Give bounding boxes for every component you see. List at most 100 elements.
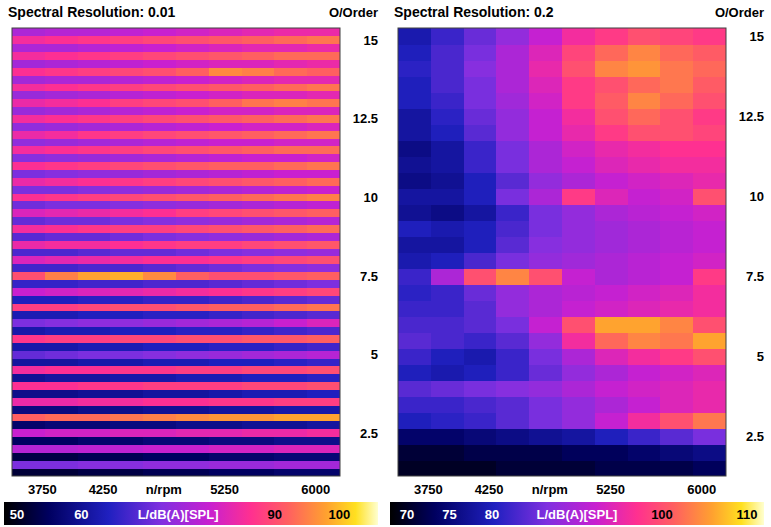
heatmap-cell (242, 224, 275, 232)
heatmap-cell (562, 140, 595, 157)
heatmap-cell (628, 204, 661, 221)
heatmap-cell (307, 358, 340, 366)
heatmap-cell (176, 390, 209, 398)
heatmap-cell (398, 28, 431, 45)
heatmap-cell (274, 169, 307, 177)
heatmap-cell (660, 220, 693, 237)
heatmap-cell (307, 327, 340, 335)
heatmap-cell (307, 52, 340, 60)
heatmap-cell (529, 172, 562, 189)
heatmap-cell (242, 240, 275, 248)
heatmap-cell (693, 236, 726, 253)
heatmap-cell (431, 460, 464, 476)
heatmap-cell (12, 36, 45, 44)
heatmap-cell (274, 59, 307, 67)
heatmap-cell (464, 156, 497, 173)
heatmap-cell (431, 380, 464, 397)
heatmap-cell (176, 59, 209, 67)
heatmap-cell (176, 429, 209, 437)
heatmap-cell (176, 67, 209, 75)
heatmap-cell (595, 204, 628, 221)
heatmap-cell (110, 374, 143, 382)
heatmap-cell (529, 380, 562, 397)
heatmap-cell (209, 240, 242, 248)
heatmap-cell (274, 67, 307, 75)
heatmap-cell (307, 413, 340, 421)
heatmap-cell (143, 130, 176, 138)
heatmap-cell (176, 44, 209, 52)
heatmap-cell (242, 248, 275, 256)
heatmap-cell (307, 295, 340, 303)
heatmap-cell (143, 366, 176, 374)
heatmap-cell (143, 240, 176, 248)
heatmap-cell (431, 204, 464, 221)
heatmap-cell (242, 201, 275, 209)
colorbar-tick-label: 70 (400, 507, 414, 522)
heatmap-cell (398, 188, 431, 205)
heatmap-cell (78, 256, 111, 264)
heatmap-cell (628, 60, 661, 77)
heatmap-cell (464, 252, 497, 269)
heatmap-cell (274, 468, 307, 476)
heatmap-cell (660, 92, 693, 109)
heatmap-cell (242, 445, 275, 453)
heatmap-cell (176, 217, 209, 225)
y-tick-label: 10 (364, 190, 378, 205)
heatmap-cell (274, 280, 307, 288)
heatmap-cell (143, 209, 176, 217)
heatmap-cell (12, 177, 45, 185)
heatmap-cell (143, 99, 176, 107)
heatmap-cell (242, 256, 275, 264)
heatmap-cell (242, 405, 275, 413)
heatmap-cell (209, 287, 242, 295)
heatmap-cell (595, 300, 628, 317)
heatmap-cell (209, 138, 242, 146)
heatmap-cell (431, 332, 464, 349)
heatmap-cell (45, 421, 78, 429)
heatmap-cell (693, 172, 726, 189)
heatmap-cell (176, 224, 209, 232)
heatmap-cell (110, 107, 143, 115)
heatmap-cell (12, 303, 45, 311)
heatmap-cell (274, 437, 307, 445)
heatmap-cell (110, 138, 143, 146)
heatmap-cell (209, 327, 242, 335)
heatmap-cell (143, 397, 176, 405)
heatmap-cell (78, 280, 111, 288)
heatmap-cell (274, 185, 307, 193)
heatmap-cell (693, 188, 726, 205)
heatmap-cell (176, 335, 209, 343)
heatmap-cell (45, 390, 78, 398)
heatmap-cell (595, 28, 628, 45)
heatmap-cell (209, 452, 242, 460)
heatmap-cell (209, 217, 242, 225)
heatmap-cell (176, 162, 209, 170)
heatmap-cell (307, 256, 340, 264)
heatmap-cell (12, 287, 45, 295)
heatmap-cell (209, 36, 242, 44)
heatmap-cell (12, 224, 45, 232)
heatmap-cell (143, 311, 176, 319)
heatmap-cell (464, 316, 497, 333)
heatmap-cell (562, 444, 595, 461)
heatmap-cell (45, 437, 78, 445)
heatmap-cell (562, 44, 595, 61)
heatmap-cell (242, 295, 275, 303)
heatmap-cell (143, 264, 176, 272)
heatmap-cell (12, 240, 45, 248)
heatmap-cell (143, 162, 176, 170)
heatmap-cell (45, 44, 78, 52)
heatmap-cell (78, 59, 111, 67)
heatmap-cell (307, 114, 340, 122)
heatmap-cell (274, 193, 307, 201)
heatmap-cell (45, 162, 78, 170)
heatmap-cell (274, 382, 307, 390)
heatmap-cell (660, 332, 693, 349)
heatmap-cell (496, 188, 529, 205)
heatmap-cell (628, 300, 661, 317)
heatmap-cell (176, 342, 209, 350)
heatmap-cell (274, 240, 307, 248)
heatmap-cell (274, 264, 307, 272)
heatmap-cell (242, 114, 275, 122)
panel: Spectral Resolution: 0.2O/Order2.557.510… (390, 4, 764, 525)
